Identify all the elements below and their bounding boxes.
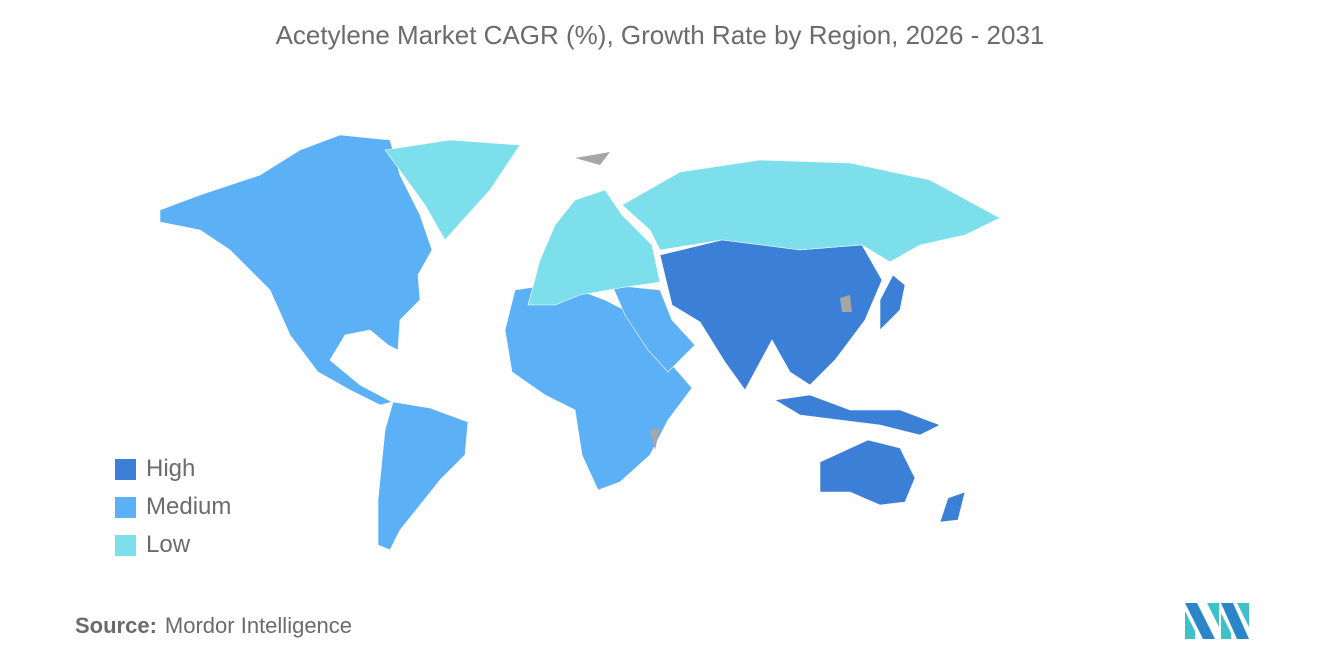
no-data-korea <box>840 295 852 312</box>
legend: High Medium Low <box>115 450 231 564</box>
legend-label: High <box>146 455 196 482</box>
region-europe <box>527 189 661 306</box>
region-asia <box>659 239 883 391</box>
legend-swatch-high <box>115 458 136 480</box>
region-japan <box>879 274 906 331</box>
mordor-intelligence-logo <box>1185 603 1249 639</box>
legend-label: Medium <box>146 493 232 520</box>
source-note: Source: Mordor Intelligence <box>75 613 352 639</box>
region-australia <box>819 439 916 506</box>
region-middle-east <box>611 284 696 373</box>
legend-swatch-low <box>115 534 136 556</box>
region-new-zealand <box>939 491 966 523</box>
region-southeast-asia-islands <box>774 394 941 436</box>
legend-item-medium: Medium <box>115 488 231 526</box>
source-value: Mordor Intelligence <box>164 613 353 638</box>
region-north-america <box>159 134 433 406</box>
no-data-svalbard <box>575 152 610 165</box>
legend-label: Low <box>146 531 191 558</box>
source-label: Source: <box>75 613 157 638</box>
legend-swatch-medium <box>115 496 136 518</box>
legend-item-low: Low <box>115 526 231 564</box>
region-russia <box>621 159 1001 263</box>
region-greenland <box>384 139 521 241</box>
region-south-america <box>377 401 469 551</box>
no-data-madagascar <box>650 428 660 450</box>
legend-item-high: High <box>115 450 231 488</box>
chart-title: Acetylene Market CAGR (%), Growth Rate b… <box>275 20 1045 50</box>
